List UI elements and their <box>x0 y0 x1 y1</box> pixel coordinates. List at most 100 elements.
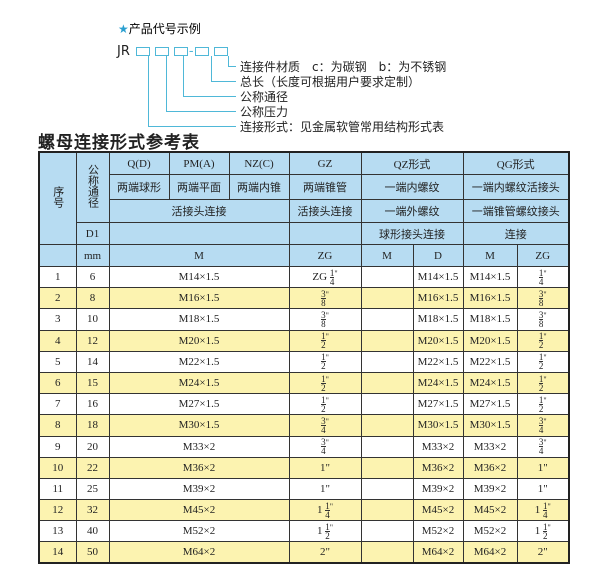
cell-m: M64×2 <box>108 541 290 564</box>
cell-m: M39×2 <box>108 477 290 501</box>
fraction-numerator: 3 <box>321 415 326 426</box>
cell-qg-zg: 1 2 " <box>516 371 570 395</box>
table-row: 6 15 M24×1.5 1 2 " M24×1.5 M24×1.5 1 2 " <box>38 371 570 395</box>
cell-gz: 1 1 2 " <box>288 520 362 543</box>
cell-dn: 12 <box>75 329 110 352</box>
cell-qz-d: M14×1.5 <box>412 265 464 289</box>
fraction-denominator: 8 <box>538 297 544 308</box>
cell-qz-d: M30×1.5 <box>412 414 464 437</box>
inch-mark: " <box>543 395 547 405</box>
cell-qz-d: M27×1.5 <box>412 393 464 416</box>
fraction-numerator: 1 <box>538 331 544 342</box>
header-pm: PM(A) <box>168 151 230 175</box>
cell-qz-m <box>360 456 414 479</box>
header-nz-desc: 两端内锥 <box>228 174 290 200</box>
cell-dn: 32 <box>75 499 110 522</box>
fraction-denominator: 2 <box>321 340 326 351</box>
fraction-denominator: 4 <box>321 424 326 435</box>
cell-qz-m <box>360 520 414 543</box>
fraction-numerator: 3 <box>321 437 326 448</box>
cell-m: M52×2 <box>108 520 290 543</box>
fraction-numerator: 3 <box>538 288 544 299</box>
header-nz: NZ(C) <box>228 151 290 175</box>
cell-qz-d: M45×2 <box>412 499 464 522</box>
inch-mark: " <box>543 289 547 299</box>
cell-gz: 1 1 4 " <box>288 499 362 522</box>
fraction-whole: 1 <box>316 524 323 537</box>
cell-qz-d: M22×1.5 <box>412 350 464 373</box>
inch-mark: " <box>325 310 329 320</box>
fraction-denominator: 2 <box>538 403 544 414</box>
fraction-denominator: 2 <box>321 382 326 393</box>
cell-qg-m: M16×1.5 <box>462 287 518 310</box>
inch-mark: " <box>334 268 338 278</box>
table-row: 5 14 M22×1.5 1 2 " M22×1.5 M22×1.5 1 2 " <box>38 350 570 373</box>
cell-qz-m <box>360 435 414 458</box>
cell-qz-m <box>360 329 414 352</box>
cell-qz-d: M18×1.5 <box>412 308 464 331</box>
cell-qz-d: M20×1.5 <box>412 329 464 352</box>
cell-gz: ZG 1 4 " <box>288 265 362 289</box>
cell-no: 6 <box>38 371 77 395</box>
cell-no: 8 <box>38 414 77 437</box>
fraction-denominator: 4 <box>329 276 335 287</box>
cell-gz: 1 2 " <box>288 329 362 352</box>
cell-qz-d: M16×1.5 <box>412 287 464 310</box>
fraction-numerator: 1 <box>329 267 335 278</box>
header-mm: mm <box>75 244 110 267</box>
header-union: 活接头连接 <box>108 199 290 223</box>
cell-qg-zg: 3 8 " <box>516 308 570 331</box>
cell-qg-zg: 3 4 " <box>516 414 570 437</box>
fraction-numerator: 1 <box>538 373 544 384</box>
cell-qz-m <box>360 477 414 501</box>
fraction-numerator: 1 <box>325 500 330 511</box>
cell-m: M20×1.5 <box>108 329 290 352</box>
cell-qg-m: M33×2 <box>462 435 518 458</box>
code-slot <box>135 47 150 56</box>
fraction-denominator: 4 <box>538 424 544 435</box>
cell-no: 7 <box>38 393 77 416</box>
table-row: 11 25 M39×2 1" M39×2 M39×2 1" <box>38 477 570 501</box>
cell-dn: 14 <box>75 350 110 373</box>
cell-no: 5 <box>38 350 77 373</box>
cell-qg-zg: 1 2 " <box>516 350 570 373</box>
fraction-numerator: 1 <box>542 521 548 532</box>
cell-qg-m: M20×1.5 <box>462 329 518 352</box>
header-seq: 序号 <box>38 151 77 245</box>
cell-qg-m: M18×1.5 <box>462 308 518 331</box>
header-qz-ext: 一端外螺纹 <box>360 199 464 223</box>
cell-qg-zg: 3 8 " <box>516 287 570 310</box>
header-qg-m: M <box>462 244 518 267</box>
cell-no: 14 <box>38 541 77 564</box>
fraction-numerator: 1 <box>538 352 544 363</box>
header-m: M <box>108 244 290 267</box>
cell-qg-zg: 1" <box>516 456 570 479</box>
star-icon: ★ <box>118 22 129 36</box>
cell-m: M27×1.5 <box>108 393 290 416</box>
cell-qg-zg: 1 4 " <box>516 265 570 289</box>
cell-gz: 1 2 " <box>288 350 362 373</box>
legend-pressure: 公称压力 <box>240 105 289 119</box>
cell-qz-m <box>360 308 414 331</box>
header-dn: 公称通径 <box>75 151 110 223</box>
inch-mark: " <box>543 438 547 448</box>
cell-dn: 22 <box>75 456 110 479</box>
cell-m: M22×1.5 <box>108 350 290 373</box>
cell-qz-m <box>360 499 414 522</box>
code-slot <box>154 47 169 56</box>
cell-m: M14×1.5 <box>108 265 290 289</box>
cell-dn: 20 <box>75 435 110 458</box>
cell-qz-d: M64×2 <box>412 541 464 564</box>
legend-diameter: 公称通径 <box>240 90 289 104</box>
inch-mark: " <box>543 332 547 342</box>
cell-no: 10 <box>38 456 77 479</box>
cell-qz-m <box>360 371 414 395</box>
fraction-denominator: 8 <box>538 318 544 329</box>
fraction-numerator: 1 <box>321 394 326 405</box>
header-blank <box>108 222 290 245</box>
